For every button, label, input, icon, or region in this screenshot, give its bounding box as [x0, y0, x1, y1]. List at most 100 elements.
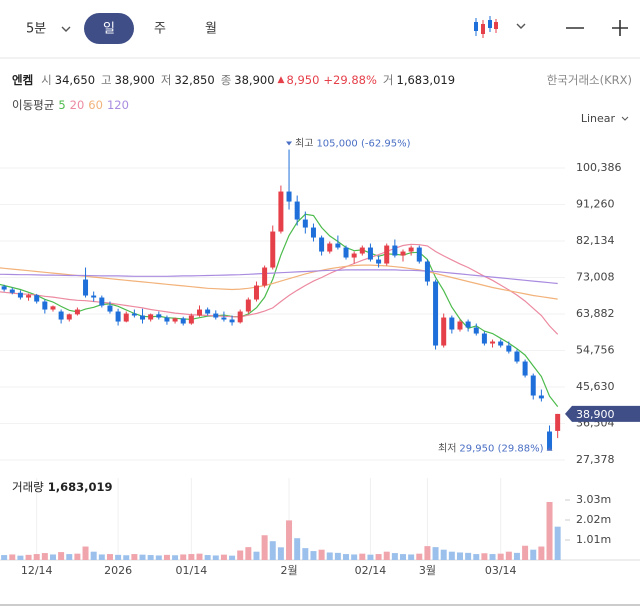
volume-bar — [261, 535, 268, 560]
candle-body — [107, 305, 113, 312]
y-tick-label: 73,008 — [576, 271, 615, 284]
candle-body — [205, 309, 211, 314]
volume-bar — [172, 555, 179, 560]
volume-bar — [180, 554, 187, 560]
candle-icon[interactable] — [474, 16, 498, 38]
volume-bar — [456, 552, 463, 560]
candle-body — [26, 295, 32, 298]
volume-bar — [400, 554, 406, 560]
candle-body — [335, 243, 341, 248]
candle-body — [498, 341, 504, 346]
volume-bar — [424, 546, 431, 560]
y-tick-label: 27,378 — [576, 453, 615, 466]
volume-bar — [489, 554, 496, 560]
candle-body — [66, 314, 72, 320]
candle-body — [17, 292, 23, 298]
candle-body — [441, 317, 447, 346]
y-tick-label: 63,882 — [576, 307, 615, 320]
candle-body — [522, 361, 528, 376]
candle-body — [253, 285, 259, 300]
volume-bar — [318, 549, 325, 560]
candle-body — [213, 313, 219, 318]
volume-bar — [49, 554, 56, 560]
exchange: 한국거래소(KRX) — [546, 73, 632, 87]
candle-body — [343, 247, 349, 258]
candle-body — [465, 321, 471, 328]
annotation-prefix: 최고 — [295, 138, 313, 150]
volume-bar — [139, 554, 146, 560]
tab[interactable]: 월 — [205, 22, 217, 37]
tab[interactable]: 일 — [103, 22, 115, 37]
volume-bar — [25, 554, 32, 560]
volume-bar — [343, 554, 350, 560]
zoom-in[interactable] — [612, 20, 628, 36]
annotation-label: 105,000 (-62.95%) — [316, 139, 410, 150]
candle-body — [229, 319, 235, 323]
volume-bar — [9, 554, 16, 560]
volume-bar — [286, 520, 293, 560]
scale-mode[interactable]: Linear — [581, 112, 616, 125]
volume-bar — [310, 551, 317, 560]
volume-bar — [302, 548, 309, 560]
volume-bar — [473, 554, 480, 560]
volume-bar — [58, 552, 65, 560]
volume-bar — [41, 553, 48, 560]
y-tick-label: 82,134 — [576, 234, 615, 247]
volume-bar — [383, 551, 390, 560]
stock-name: 엔켐 — [12, 73, 34, 87]
candle-body — [188, 315, 194, 324]
candle-body — [359, 247, 365, 254]
value: 32,850 — [174, 73, 215, 87]
volume-bar — [204, 555, 211, 560]
annotation-label: 29,950 (29.88%) — [459, 444, 543, 455]
volume-bar — [196, 553, 203, 560]
candle-body — [400, 251, 406, 256]
candle-body — [367, 247, 373, 260]
chevron[interactable] — [621, 116, 629, 121]
candle-body — [384, 245, 390, 264]
ma-line — [0, 243, 559, 335]
tab-selected-bg[interactable] — [84, 13, 134, 44]
candle-body — [514, 351, 520, 362]
candle-body — [50, 306, 56, 310]
interval[interactable]: 5분 — [26, 22, 46, 37]
volume-bar — [90, 551, 97, 560]
candle-body — [74, 309, 80, 315]
label: 종 — [220, 73, 232, 87]
y-tick-label: 54,756 — [576, 344, 615, 357]
label: 시 — [41, 73, 52, 87]
chevron[interactable] — [61, 26, 71, 32]
candle-body — [34, 295, 40, 302]
volume-bar — [123, 555, 130, 560]
candle-body — [327, 243, 333, 252]
legend-entry: 60 — [88, 98, 103, 112]
candle-body — [310, 227, 316, 238]
volume-bar — [237, 550, 244, 560]
candle-body — [123, 313, 129, 322]
volume-bar — [269, 541, 276, 560]
volume-bar — [367, 554, 374, 560]
volume-bar — [131, 554, 138, 560]
value: 38,900 — [234, 73, 275, 87]
high-annotation: 최고 105,000 (-62.95%) — [295, 138, 411, 150]
candle-body — [376, 259, 382, 264]
tab[interactable]: 주 — [154, 22, 166, 37]
volume-bar — [359, 553, 366, 560]
change-pct: +29.88% — [323, 73, 377, 87]
candle-body — [148, 314, 154, 320]
volume-value: 1,683,019 — [47, 480, 113, 494]
volume-bar — [98, 554, 105, 560]
volume-tick-label: 1.01m — [576, 533, 611, 546]
volume-bar — [408, 554, 415, 560]
candle-body — [221, 317, 227, 320]
low-marker — [546, 446, 553, 451]
chevron[interactable] — [516, 23, 526, 29]
volume-bar — [229, 555, 236, 560]
volume-bar — [351, 554, 358, 560]
volume-bar — [481, 553, 488, 560]
candle-body — [457, 321, 463, 330]
candle-body — [172, 318, 178, 322]
candle-body — [473, 327, 479, 334]
candle-body — [1, 286, 7, 290]
